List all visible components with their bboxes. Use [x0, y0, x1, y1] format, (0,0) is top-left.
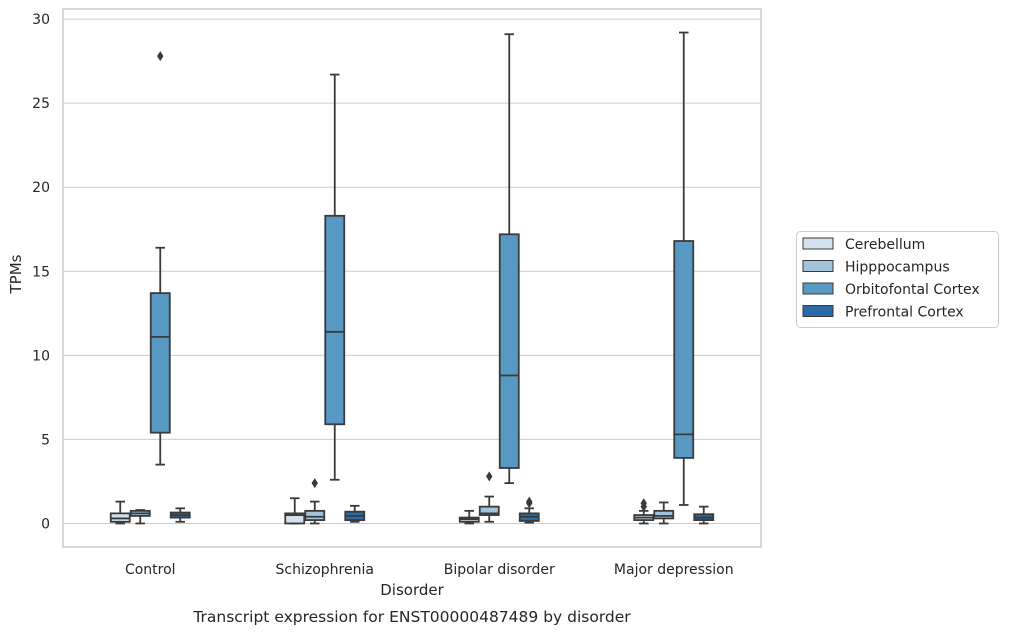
legend-swatch [802, 237, 834, 250]
box-prefrontal-cortex [693, 505, 715, 525]
legend-label: Prefrontal Cortex [845, 305, 964, 321]
y-tick-label: 25 [32, 96, 50, 112]
iqr-box [324, 214, 346, 426]
box-orbitofontal-cortex [324, 73, 346, 481]
outlier-point [157, 51, 164, 62]
box-cerebellum [284, 497, 306, 525]
outlier-point [526, 496, 533, 507]
outlier-point [311, 478, 318, 489]
gridlines [63, 18, 761, 524]
x-axis-title: Disorder [380, 581, 444, 599]
legend-swatch [802, 260, 834, 272]
y-tick-label: 20 [32, 180, 50, 196]
x-tick-label: Bipolar disorder [444, 562, 555, 578]
outlier-point [640, 498, 647, 509]
x-tick-label: Schizophrenia [276, 562, 374, 578]
box-prefrontal-cortex [169, 507, 191, 523]
iqr-box [304, 509, 326, 521]
tick-labels: 0 5 10 15 20 25 30 Control Schizophrenia Bipolar … [32, 12, 733, 578]
legend-label: Hipppocampus [845, 260, 950, 276]
iqr-box [149, 292, 171, 434]
plot-border [62, 8, 762, 548]
plot-frame [62, 8, 762, 548]
box-hipppocampus [304, 478, 326, 525]
legend-label: Cerebellum [845, 237, 925, 253]
legend-item: Orbitofontal Cortex [802, 282, 980, 298]
boxes [109, 31, 715, 525]
legend-frame [796, 231, 999, 328]
box-hipppocampus [129, 509, 151, 525]
iqr-box [284, 512, 306, 525]
box-prefrontal-cortex [344, 504, 366, 523]
y-tick-label: 10 [32, 348, 50, 364]
box-hipppocampus [653, 501, 675, 525]
x-tick-label: Major depression [614, 562, 734, 578]
box-cerebellum [458, 509, 480, 525]
iqr-box [673, 240, 695, 459]
box-orbitofontal-cortex [673, 31, 695, 506]
y-tick-label: 30 [32, 12, 50, 28]
y-tick-label: 5 [41, 432, 50, 448]
y-axis-title: TPMs [7, 254, 25, 294]
box-cerebellum [633, 498, 655, 525]
y-tick-label: 0 [41, 516, 50, 532]
iqr-box [498, 233, 520, 469]
legend-swatch [802, 305, 834, 317]
legend-item: Hipppocampus [802, 260, 950, 276]
box-orbitofontal-cortex [149, 51, 171, 466]
legend-item: Prefrontal Cortex [802, 305, 964, 321]
box-prefrontal-cortex [518, 496, 540, 524]
legend-swatch [802, 282, 834, 295]
legend-item: Cerebellum [802, 237, 925, 253]
box-cerebellum [109, 500, 131, 525]
iqr-box [653, 509, 675, 520]
y-tick-label: 15 [32, 264, 50, 280]
chart-caption: Transcript expression for ENST0000048748… [192, 608, 631, 626]
legend: Cerebellum Hipppocampus Orbitofontal Corte… [796, 231, 999, 328]
outlier-point [486, 471, 493, 482]
legend-label: Orbitofontal Cortex [845, 282, 980, 298]
box-hipppocampus [478, 471, 500, 523]
iqr-box [478, 505, 500, 516]
x-tick-label: Control [125, 562, 176, 578]
box-orbitofontal-cortex [498, 33, 520, 485]
